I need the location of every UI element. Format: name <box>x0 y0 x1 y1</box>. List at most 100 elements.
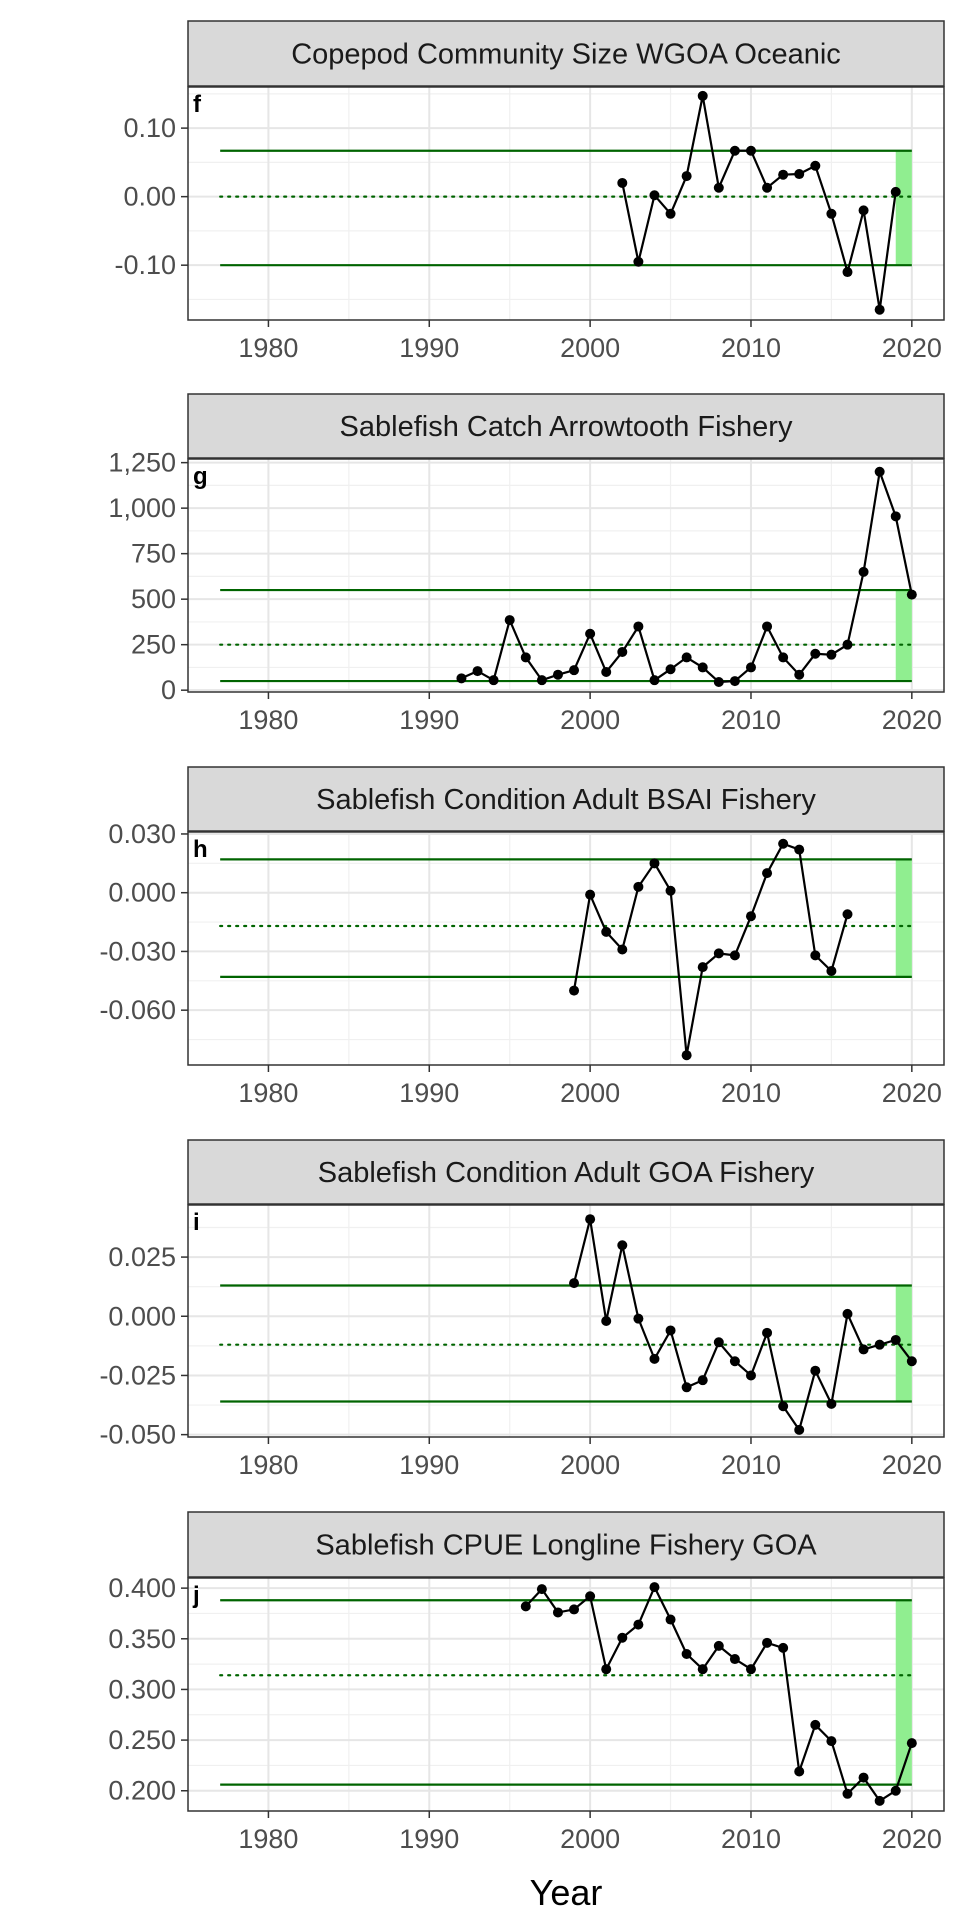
panel-title: Copepod Community Size WGOA Oceanic <box>291 39 841 71</box>
data-point <box>665 1325 676 1336</box>
data-point <box>649 1353 660 1364</box>
panel-plot-area <box>188 87 944 320</box>
data-point <box>890 1334 901 1345</box>
data-point <box>681 171 692 182</box>
data-point <box>826 1398 837 1409</box>
data-point <box>649 1582 660 1593</box>
y-tick-label: 0.350 <box>108 1624 176 1654</box>
panel-title: Sablefish Condition Adult BSAI Fishery <box>316 784 816 816</box>
data-point <box>762 1327 773 1338</box>
y-tick-label: 1,000 <box>108 493 176 523</box>
x-tick-label: 2000 <box>560 705 620 735</box>
strip-background <box>187 766 945 832</box>
data-point <box>794 169 805 180</box>
x-tick-label: 1980 <box>238 705 298 735</box>
panel-plot-area <box>188 1205 944 1437</box>
data-point <box>858 566 869 577</box>
series-line <box>572 1218 913 1433</box>
strip-background <box>187 20 945 87</box>
data-point <box>617 177 628 188</box>
panel-background <box>188 1578 944 1811</box>
x-tick-label: 1990 <box>399 1078 459 1108</box>
data-point <box>794 1766 805 1777</box>
data-point <box>729 1356 740 1367</box>
y-tick-label: 0.000 <box>108 878 176 908</box>
panel-f: Copepod Community Size WGOA Oceanic f -0.1… <box>114 20 945 363</box>
data-point <box>810 648 821 659</box>
x-tick-label: 2020 <box>882 1078 942 1108</box>
x-tick-label: 2020 <box>882 333 942 363</box>
strip-background <box>187 1511 945 1578</box>
data-point <box>729 145 740 156</box>
data-point <box>745 1664 756 1675</box>
data-point <box>569 1278 580 1289</box>
y-tick-label: -0.030 <box>99 936 176 966</box>
panel-tag: i <box>193 1209 200 1236</box>
data-point <box>713 948 724 959</box>
data-point <box>569 1604 580 1615</box>
panel-j: Sablefish CPUE Longline Fishery GOA j 0.20… <box>108 1511 945 1854</box>
data-point <box>456 673 467 684</box>
data-point <box>697 90 708 101</box>
panel-border <box>187 458 945 693</box>
x-tick-label: 1980 <box>238 1450 298 1480</box>
panel-h: Sablefish Condition Adult BSAI Fishery h -… <box>99 766 945 1108</box>
data-point <box>633 1619 644 1630</box>
data-point <box>729 950 740 961</box>
data-point <box>681 1648 692 1659</box>
data-point <box>890 511 901 522</box>
data-point <box>729 1654 740 1665</box>
y-tick-label: 250 <box>131 630 176 660</box>
data-point <box>762 621 773 632</box>
panel-border <box>187 86 945 321</box>
data-point <box>552 1607 563 1618</box>
data-point <box>520 652 531 663</box>
y-tick-label: 1,250 <box>108 448 176 478</box>
data-point <box>874 304 885 315</box>
x-tick-label: 2010 <box>721 1824 781 1854</box>
panel-tag: h <box>193 836 208 863</box>
data-point <box>649 858 660 869</box>
data-point <box>762 868 773 879</box>
data-point <box>585 628 596 639</box>
x-tick-label: 2010 <box>721 705 781 735</box>
y-tick-label: 0.000 <box>108 1301 176 1331</box>
data-point <box>745 911 756 922</box>
data-point <box>794 1424 805 1435</box>
data-point <box>890 1785 901 1796</box>
x-tick-label: 2000 <box>560 333 620 363</box>
data-point <box>906 1738 917 1749</box>
x-tick-label: 2020 <box>882 1824 942 1854</box>
data-point <box>842 1788 853 1799</box>
data-point <box>633 256 644 267</box>
y-tick-label: -0.025 <box>99 1360 176 1390</box>
data-point <box>633 621 644 632</box>
data-point <box>601 1316 612 1326</box>
data-point <box>585 1591 596 1602</box>
panel-title: Sablefish CPUE Longline Fishery GOA <box>315 1530 817 1562</box>
y-tick-label: -0.050 <box>99 1420 176 1450</box>
data-point <box>778 652 789 663</box>
panel-g: Sablefish Catch Arrowtooth Fishery g 0 250 5… <box>108 393 945 735</box>
panel-border <box>187 1204 945 1438</box>
x-tick-label: 2000 <box>560 1078 620 1108</box>
data-point <box>520 1601 531 1612</box>
data-point <box>617 1240 628 1251</box>
data-point <box>665 885 676 896</box>
data-point <box>713 676 724 687</box>
data-point <box>697 662 708 673</box>
data-point <box>858 205 869 216</box>
data-point <box>778 1642 789 1653</box>
data-point <box>649 190 660 201</box>
recent-years-highlight <box>895 150 912 266</box>
data-point <box>665 208 676 219</box>
x-tick-label: 2010 <box>721 333 781 363</box>
data-point <box>665 1614 676 1625</box>
data-point <box>874 1339 885 1350</box>
data-point <box>617 944 628 955</box>
data-point <box>601 666 612 677</box>
x-tick-label: 1980 <box>238 333 298 363</box>
data-point <box>810 1719 821 1730</box>
data-point <box>842 909 853 920</box>
